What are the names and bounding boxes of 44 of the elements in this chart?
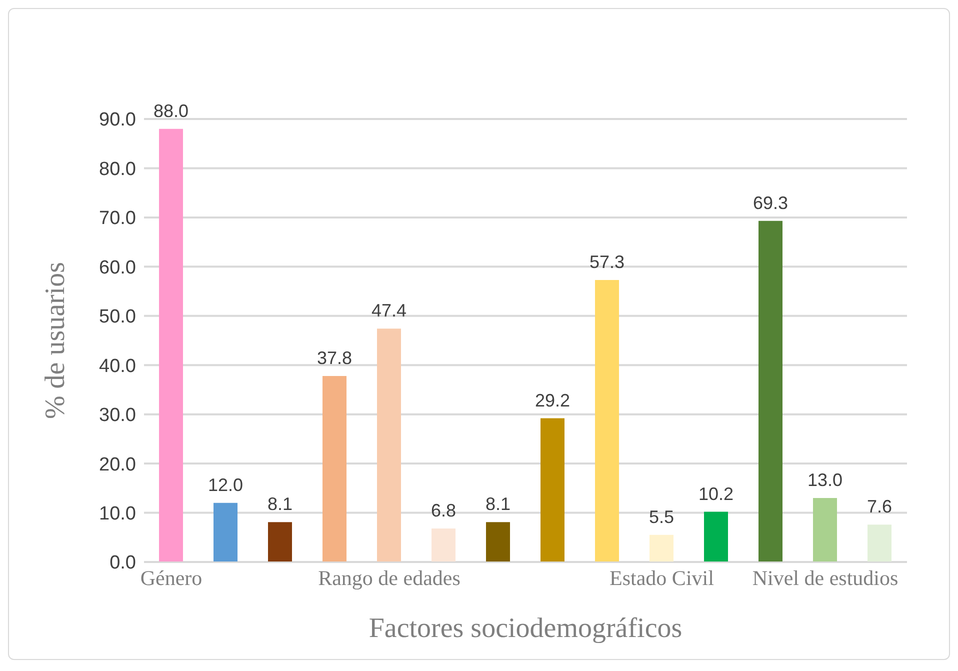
bar [214,502,238,562]
bar [704,512,728,562]
data-label: 10.2 [698,484,734,504]
data-label: 8.1 [485,494,511,514]
data-label: 13.0 [807,470,843,490]
bar [322,376,346,562]
bar [650,534,674,562]
data-label: 12.0 [208,474,244,495]
y-tick-label: 90.0 [99,110,136,131]
bar [377,328,401,562]
y-tick-label: 40.0 [99,356,136,377]
y-axis-title: % de usuarios [40,262,71,420]
bar [432,528,456,562]
data-label: 5.5 [648,506,674,527]
data-label: 29.2 [534,390,570,410]
data-label: 88.0 [153,100,189,121]
data-label: 8.1 [267,494,293,514]
bar [595,280,619,562]
data-label: 7.6 [866,496,892,517]
x-tick-label: Nivel de estudios [752,566,898,590]
data-label: 37.8 [316,348,352,368]
y-tick-label: 0.0 [110,552,136,574]
bar [159,128,183,562]
y-tick-label: 70.0 [99,208,136,230]
data-label: 57.3 [589,252,625,272]
y-tick-label: 50.0 [99,306,136,328]
x-tick-label: Género [140,566,202,590]
bar [868,524,892,562]
bar [813,498,837,562]
bar [486,522,510,562]
y-tick-label: 10.0 [99,504,136,525]
y-tick-label: 80.0 [99,158,136,180]
data-label: 47.4 [371,300,407,321]
y-tick-label: 30.0 [99,405,136,426]
data-label: 69.3 [752,192,788,213]
bar [758,220,782,562]
x-axis-title: Factores sociodemográficos [368,613,682,644]
bar [540,418,564,562]
x-tick-label: Estado Civil [610,566,714,590]
bar [268,522,292,562]
y-tick-label: 20.0 [99,454,136,476]
data-label: 6.8 [430,500,456,521]
y-tick-label: 60.0 [99,257,136,278]
x-tick-label: Rango de edades [318,566,460,590]
